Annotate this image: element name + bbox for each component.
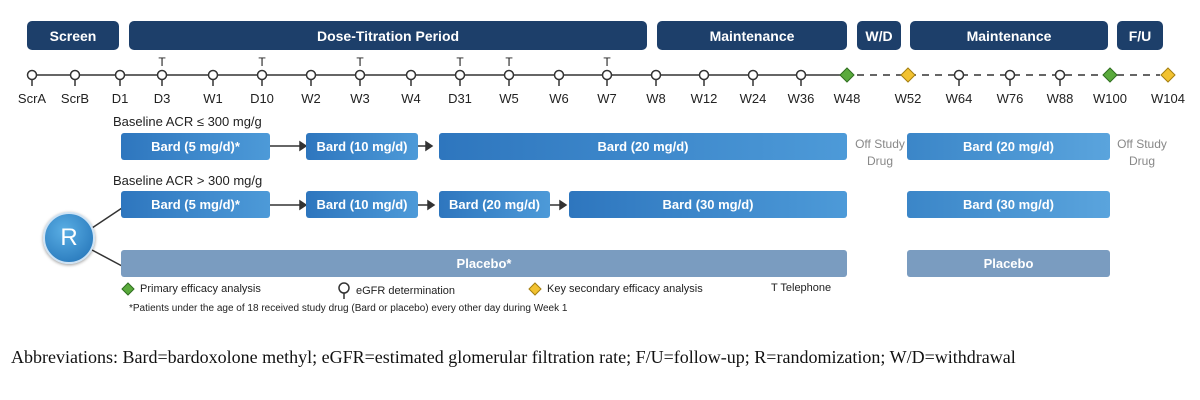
secondary-efficacy-marker [900, 67, 916, 83]
timepoint-label: W8 [646, 91, 666, 106]
arm-label-low-acr: Baseline ACR ≤ 300 mg/g [113, 114, 262, 129]
bar-high-bard-5: Bard (5 mg/d)* [121, 191, 270, 218]
bar-low-bard-10: Bard (10 mg/d) [306, 133, 418, 160]
egfr-marker [405, 69, 417, 81]
telephone-marker: T [603, 55, 611, 69]
legend-telephone-label: T Telephone [771, 282, 832, 294]
yellow-diamond-icon [528, 282, 542, 296]
egfr-marker [207, 69, 219, 81]
period-dose-titration: Dose-Titration Period [129, 21, 647, 50]
period-maintenance-1: Maintenance [657, 21, 847, 50]
off-study-drug-follow-up: Off Study Drug [1117, 137, 1167, 168]
off-study-drug-withdrawal: Off Study Drug [855, 137, 905, 168]
period-withdrawal: W/D [857, 21, 901, 50]
telephone-marker: T [158, 55, 166, 69]
timepoint-label: D1 [111, 91, 129, 106]
egfr-marker [1004, 69, 1016, 81]
randomization-badge: R [43, 212, 95, 264]
telephone-marker: T [456, 55, 464, 69]
bar-high-bard-30-maint: Bard (30 mg/d) [907, 191, 1110, 218]
bar-low-bard-20: Bard (20 mg/d) [439, 133, 847, 160]
bar-low-bard-20-maint: Bard (20 mg/d) [907, 133, 1110, 160]
egfr-marker [156, 69, 168, 81]
bar-placebo: Placebo* [121, 250, 847, 277]
timepoint-label: W5 [499, 91, 519, 106]
timepoint-label: W48 [833, 91, 861, 106]
bar-placebo-maint: Placebo [907, 250, 1110, 277]
timepoint-label: W3 [350, 91, 370, 106]
timepoint-label: W88 [1046, 91, 1074, 106]
egfr-marker [1054, 69, 1066, 81]
period-screen: Screen [27, 21, 119, 50]
timepoint-label: W64 [945, 91, 973, 106]
egfr-marker [553, 69, 565, 81]
legend-egfr: eGFR determination [337, 282, 455, 300]
primary-efficacy-marker [839, 67, 855, 83]
timepoint-label: W52 [894, 91, 922, 106]
egfr-marker [953, 69, 965, 81]
egfr-marker [601, 69, 613, 81]
period-follow-up: F/U [1117, 21, 1163, 50]
primary-efficacy-marker [1102, 67, 1118, 83]
secondary-efficacy-marker [1160, 67, 1176, 83]
timepoint-label: W7 [597, 91, 617, 106]
egfr-lollipop-icon [338, 282, 350, 299]
timepoint-label: W4 [401, 91, 421, 106]
timepoint-label: W24 [739, 91, 767, 106]
timepoint-label: W12 [690, 91, 718, 106]
period-maintenance-2: Maintenance [910, 21, 1108, 50]
legend-primary-label: Primary efficacy analysis [140, 283, 261, 295]
timepoint-label: W36 [787, 91, 815, 106]
timepoint-label: D31 [448, 91, 472, 106]
egfr-marker [354, 69, 366, 81]
timepoint-label: W104 [1151, 91, 1185, 106]
timepoint-label: W1 [203, 91, 223, 106]
bar-high-bard-20: Bard (20 mg/d) [439, 191, 550, 218]
egfr-marker [503, 69, 515, 81]
legend-egfr-label: eGFR determination [356, 285, 456, 297]
arm-label-high-acr: Baseline ACR > 300 mg/g [113, 173, 263, 188]
egfr-marker [114, 69, 126, 81]
green-diamond-icon [121, 282, 135, 296]
egfr-marker [795, 69, 807, 81]
egfr-marker [747, 69, 759, 81]
egfr-marker [454, 69, 466, 81]
timepoint-label: W100 [1093, 91, 1127, 106]
randomization-line-bard [91, 207, 123, 229]
timepoint-label: ScrA [17, 91, 47, 106]
bar-high-bard-30: Bard (30 mg/d) [569, 191, 847, 218]
telephone-marker: T [356, 55, 364, 69]
telephone-marker: T [258, 55, 266, 69]
egfr-marker [26, 69, 38, 81]
timepoint-label: W2 [301, 91, 321, 106]
egfr-marker [650, 69, 662, 81]
telephone-marker: T [505, 55, 513, 69]
legend-telephone: T Telephone [771, 282, 831, 294]
legend-secondary-label: Key secondary efficacy analysis [547, 283, 703, 295]
bar-high-bard-10: Bard (10 mg/d) [306, 191, 418, 218]
legend-primary: Primary efficacy analysis [121, 282, 261, 296]
timepoint-label: ScrB [60, 91, 90, 106]
timepoint-label: W6 [549, 91, 569, 106]
legend-secondary: Key secondary efficacy analysis [528, 282, 703, 296]
egfr-marker [69, 69, 81, 81]
timepoint-label: D10 [250, 91, 274, 106]
timepoint-label: D3 [153, 91, 171, 106]
egfr-marker [698, 69, 710, 81]
randomization-line-placebo [91, 249, 123, 267]
egfr-marker [256, 69, 268, 81]
egfr-marker [305, 69, 317, 81]
abbreviations: Abbreviations: Bard=bardoxolone methyl; … [11, 347, 1016, 367]
timepoint-label: W76 [996, 91, 1024, 106]
footnote: *Patients under the age of 18 received s… [129, 303, 568, 314]
bar-low-bard-5: Bard (5 mg/d)* [121, 133, 270, 160]
